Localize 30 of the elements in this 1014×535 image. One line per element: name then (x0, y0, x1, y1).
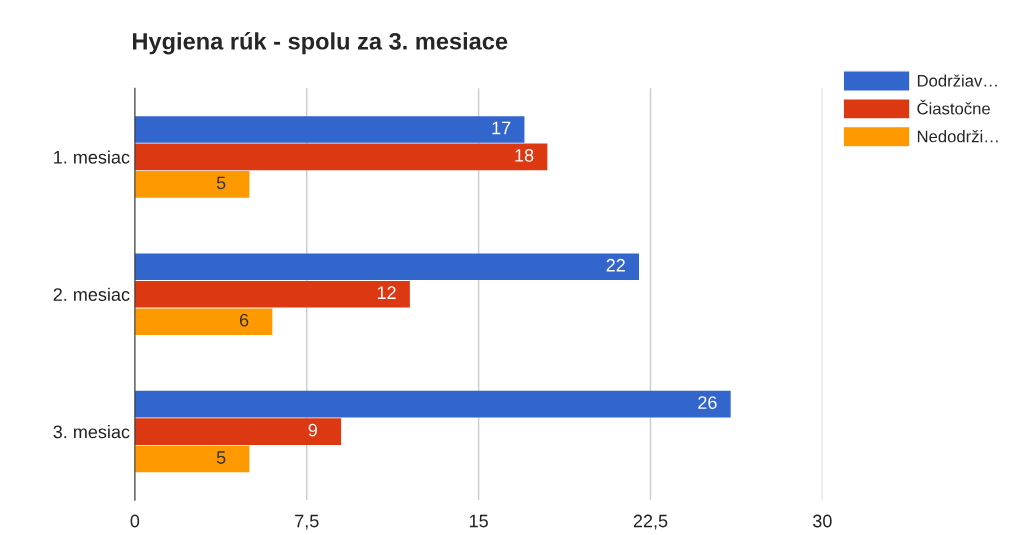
data-label: 12 (377, 286, 396, 299)
chart-title: Hygiena rúk - spolu za 3. mesiace (133, 32, 508, 55)
legend-label: Čiastočne (917, 99, 990, 115)
bar (134, 116, 525, 143)
bar (134, 390, 731, 418)
data-label: 17 (492, 121, 511, 135)
x-tick-label: 22,5 (633, 514, 668, 530)
x-tick-label: 7,5 (295, 514, 319, 530)
bar (134, 171, 250, 198)
bar (134, 280, 410, 308)
data-label: 5 (216, 451, 226, 464)
x-tick-label: 15 (469, 514, 488, 528)
bar (134, 445, 250, 473)
data-label: 5 (216, 176, 226, 190)
x-tick-label: 0 (130, 514, 140, 528)
data-label: 6 (239, 313, 249, 327)
data-label: 26 (698, 396, 717, 409)
bar (134, 143, 548, 171)
bar (134, 308, 273, 336)
data-label: 9 (308, 423, 317, 437)
data-label: 22 (606, 258, 625, 272)
legend-label: Nedodrži… (917, 130, 998, 143)
y-tick-label: 2. mesiac (53, 287, 130, 301)
y-tick-label: 1. mesiac (54, 150, 130, 164)
x-tick-label: 30 (813, 514, 832, 528)
bar (134, 253, 640, 281)
legend-label: Dodržiav… (917, 74, 997, 87)
data-label: 18 (515, 148, 534, 162)
bar (134, 418, 342, 445)
y-tick-label: 3. mesiac (53, 425, 130, 439)
